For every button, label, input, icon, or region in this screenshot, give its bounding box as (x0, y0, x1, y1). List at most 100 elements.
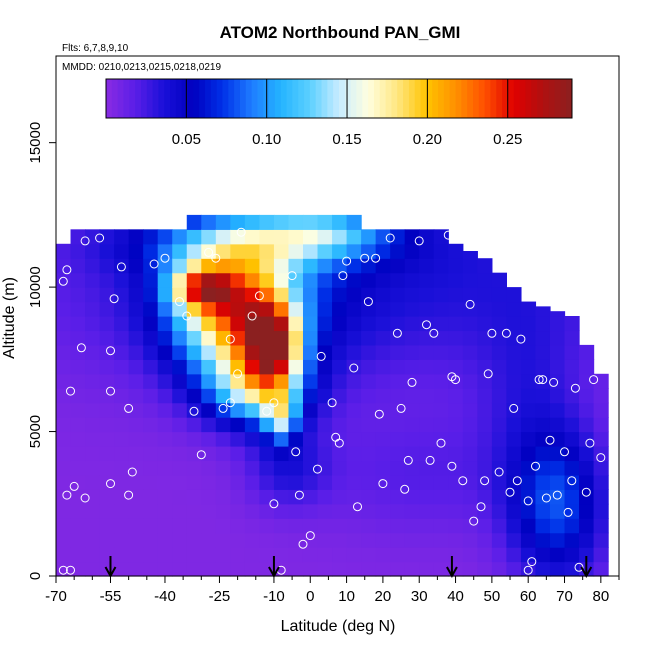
colorbar-segment (304, 79, 311, 118)
field-cell (419, 547, 435, 563)
field-cell (317, 229, 333, 245)
field-cell (404, 417, 420, 433)
colorbar-segment (106, 79, 113, 118)
field-cell (477, 518, 493, 534)
observation-point (360, 253, 370, 263)
field-cell (506, 431, 522, 447)
field-cell (332, 214, 348, 230)
observation-point (106, 479, 115, 489)
field-cell (85, 474, 101, 490)
field-cell (186, 330, 202, 346)
field-cell (564, 532, 580, 548)
field-cell (506, 388, 522, 404)
field-cell (215, 489, 231, 505)
field-cell (390, 532, 406, 548)
field-cell (143, 417, 159, 433)
observation-point (541, 493, 551, 503)
field-cell (462, 503, 478, 519)
field-cell (491, 547, 507, 563)
field-cell (491, 301, 507, 317)
field-cell (201, 518, 217, 534)
field-cell (99, 258, 115, 274)
field-cell (375, 344, 391, 360)
field-cell (390, 388, 406, 404)
field-cell (70, 561, 86, 577)
colorbar-segment (356, 79, 363, 118)
field-cell (215, 446, 231, 462)
field-cell (259, 532, 275, 548)
field-cell (186, 431, 202, 447)
colorbar-segment (403, 79, 410, 118)
field-cell (535, 417, 551, 433)
field-cell (288, 561, 304, 577)
field-cell (404, 460, 420, 476)
field-cell (317, 518, 333, 534)
field-cell (520, 330, 537, 346)
colorbar-segment (478, 79, 486, 118)
field-cell (288, 359, 304, 375)
field-cell (114, 547, 130, 563)
colorbar-segment (181, 79, 189, 118)
observation-point (436, 438, 446, 448)
field-cell (579, 359, 595, 375)
field-cell (230, 446, 246, 462)
field-cell (302, 287, 319, 303)
observation-point (523, 496, 533, 506)
field-cell (361, 532, 377, 548)
x-tick-label: -55 (100, 588, 122, 605)
field-cell (564, 316, 580, 332)
field-cell (361, 417, 377, 433)
field-cell (332, 229, 348, 245)
field-cell (201, 532, 217, 548)
field-cell (404, 532, 420, 548)
field-cell (361, 359, 377, 375)
field-cell (56, 258, 72, 274)
field-cell (157, 316, 173, 332)
colorbar-segment (513, 79, 521, 118)
colorbar-segment (269, 79, 276, 118)
field-cell (579, 460, 595, 476)
field-cell (448, 489, 464, 505)
field-cell (462, 561, 478, 577)
field-cell (128, 388, 144, 404)
field-cell (157, 388, 173, 404)
field-cell (99, 388, 115, 404)
field-cell (593, 402, 609, 418)
field-cell (477, 503, 493, 519)
observation-point (516, 334, 526, 344)
plot-area: 0.05 0.10 0.15 0.20 0.25 (55, 55, 620, 579)
field-cell (244, 330, 261, 346)
field-cell (477, 316, 493, 332)
field-cell (259, 258, 275, 274)
field-cell (157, 547, 173, 563)
field-cell (114, 316, 130, 332)
field-cell (346, 373, 362, 389)
field-cell (157, 287, 173, 303)
field-cell (157, 561, 173, 577)
field-cell (157, 344, 173, 360)
field-cell (491, 330, 507, 346)
field-cell (535, 561, 551, 577)
field-cell (201, 301, 217, 317)
field-cell (462, 301, 478, 317)
field-cell (288, 272, 304, 288)
field-cell (433, 532, 449, 548)
field-cell (346, 489, 362, 505)
field-cell (302, 258, 319, 274)
field-cell (85, 446, 101, 462)
x-tick-label: 30 (411, 588, 428, 605)
field-cell (375, 243, 391, 259)
colorbar-segment (193, 79, 200, 118)
field-cell (244, 547, 261, 563)
field-cell (143, 474, 159, 490)
field-cell (549, 460, 566, 476)
colorbar-segment (234, 79, 241, 118)
field-cell (230, 330, 246, 346)
field-cell (273, 287, 290, 303)
field-cell (317, 561, 333, 577)
field-cell (273, 301, 290, 317)
field-cell (448, 344, 464, 360)
y-axis: 0 5000 10000 15000 (27, 122, 56, 580)
field-cell (375, 301, 391, 317)
field-cell (259, 388, 275, 404)
